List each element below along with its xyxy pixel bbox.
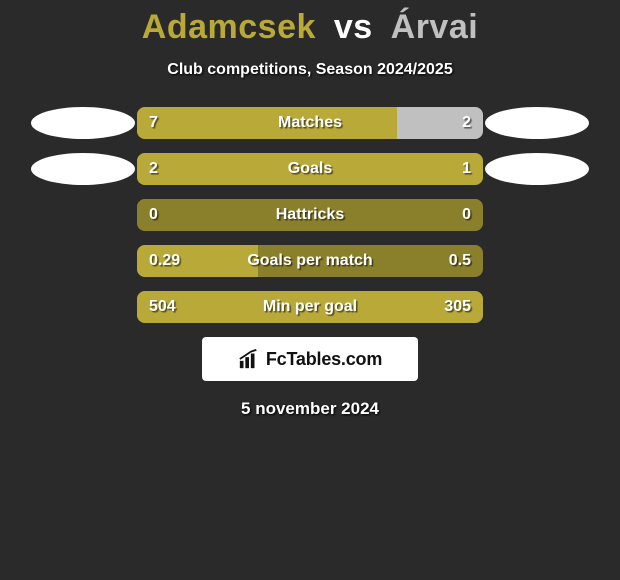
stat-bar: 72Matches bbox=[137, 107, 483, 139]
subtitle: Club competitions, Season 2024/2025 bbox=[0, 61, 620, 79]
stat-value-left: 504 bbox=[149, 291, 176, 323]
stat-value-left: 0.29 bbox=[149, 245, 180, 277]
team-badge-left bbox=[29, 107, 137, 139]
stat-bar-left-seg bbox=[137, 199, 483, 231]
stat-bar: 0.290.5Goals per match bbox=[137, 245, 483, 277]
comparison-card: Adamcsek vs Árvai Club competitions, Sea… bbox=[0, 0, 620, 419]
team-badge-right bbox=[483, 107, 591, 139]
stat-value-left: 7 bbox=[149, 107, 158, 139]
stat-bar-left-seg bbox=[137, 107, 397, 139]
stat-bar: 21Goals bbox=[137, 153, 483, 185]
stat-value-left: 0 bbox=[149, 199, 158, 231]
title: Adamcsek vs Árvai bbox=[0, 8, 620, 47]
stat-row: 21Goals bbox=[0, 153, 620, 185]
player2-name: Árvai bbox=[391, 8, 479, 46]
stat-rows: 72Matches21Goals00Hattricks0.290.5Goals … bbox=[0, 107, 620, 323]
stat-bar: 00Hattricks bbox=[137, 199, 483, 231]
stat-value-right: 1 bbox=[462, 153, 471, 185]
bar-chart-icon bbox=[238, 348, 260, 370]
badge-placeholder-icon bbox=[31, 153, 135, 185]
stat-bar-left-seg bbox=[137, 291, 483, 323]
vs-label: vs bbox=[334, 8, 373, 46]
stat-row: 00Hattricks bbox=[0, 199, 620, 231]
stat-value-left: 2 bbox=[149, 153, 158, 185]
stat-bar-left-seg bbox=[137, 153, 483, 185]
team-badge-left bbox=[29, 153, 137, 185]
stat-value-right: 0.5 bbox=[449, 245, 471, 277]
badge-placeholder-icon bbox=[485, 107, 589, 139]
date-label: 5 november 2024 bbox=[0, 399, 620, 419]
stat-row: 504305Min per goal bbox=[0, 291, 620, 323]
badge-placeholder-icon bbox=[485, 153, 589, 185]
stat-value-right: 0 bbox=[462, 199, 471, 231]
branding-label: FcTables.com bbox=[266, 349, 382, 370]
branding[interactable]: FcTables.com bbox=[202, 337, 418, 381]
stat-bar: 504305Min per goal bbox=[137, 291, 483, 323]
stat-value-right: 2 bbox=[462, 107, 471, 139]
badge-placeholder-icon bbox=[31, 107, 135, 139]
stat-value-right: 305 bbox=[444, 291, 471, 323]
player1-name: Adamcsek bbox=[142, 8, 316, 46]
stat-row: 72Matches bbox=[0, 107, 620, 139]
team-badge-right bbox=[483, 153, 591, 185]
stat-row: 0.290.5Goals per match bbox=[0, 245, 620, 277]
